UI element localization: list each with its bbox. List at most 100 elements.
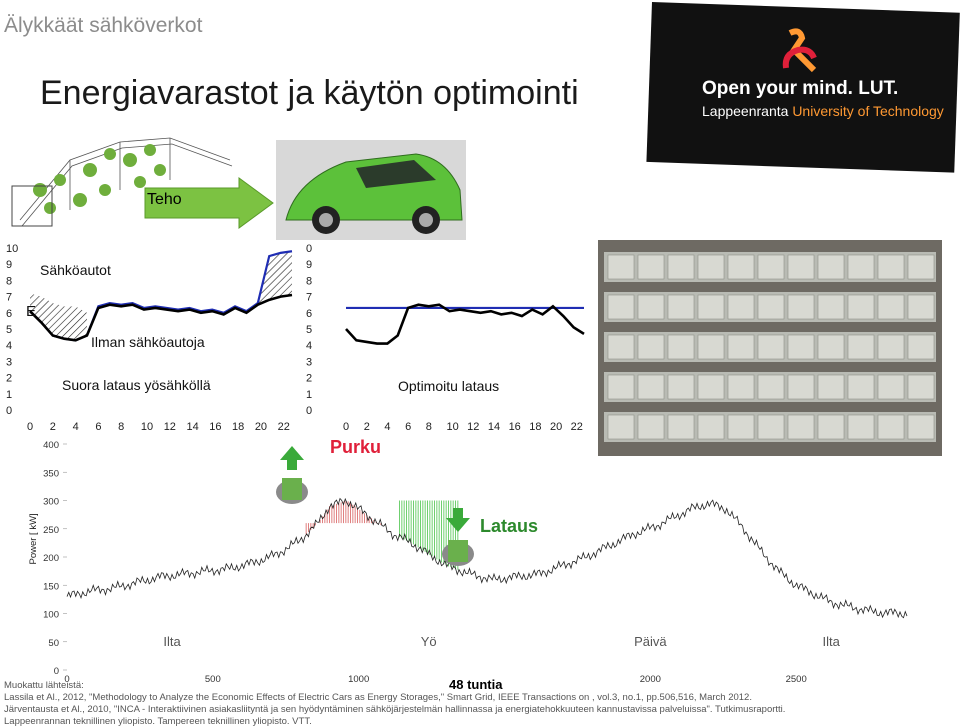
power-grid-illustration [11,137,233,227]
battery-cell [787,414,815,440]
y-tick-label: 0 [306,243,312,255]
battery-cell [817,294,845,320]
y-tick-label: 3 [6,356,12,368]
battery-cell [757,334,785,360]
x-tick-label: 6 [95,421,101,433]
x-tick-label: 8 [426,421,432,433]
battery-cell [607,294,635,320]
y-tick-label: 2 [6,373,12,385]
y-axis-label: Power [ kW] [28,513,39,564]
battery-cell [667,254,695,280]
battery-cell [787,294,815,320]
battery-cell [727,374,755,400]
x-tick-label: 12 [164,421,176,433]
battery-cell [787,374,815,400]
y-tick-label: 10 [6,243,18,255]
battery-discharge-icon [276,446,308,504]
period-label: Ilta [163,634,181,649]
y-tick-label: 0 [54,666,59,677]
y-tick-label: 50 [48,638,59,649]
x-tick-label: 2000 [640,674,661,684]
battery-cell [637,254,665,280]
x-tick-label: 10 [141,421,153,433]
battery-cell [637,294,665,320]
battery-cell [757,254,785,280]
battery-cell [667,414,695,440]
x-tick-label: 6 [405,421,411,433]
battery-cell [607,254,635,280]
x-tick-label: 1000 [348,674,369,684]
y-tick-label: 7 [6,292,12,304]
battery-cell [847,374,875,400]
battery-cell [727,334,755,360]
battery-charge-icon [442,508,474,566]
load-series-line [66,497,908,619]
label-ilman-sahkoautoja: Ilman sähköautoja [91,334,205,350]
x-tick-label: 22 [278,421,290,433]
battery-cell [757,414,785,440]
battery-cell [637,414,665,440]
series-line-black [345,303,585,345]
battery-cell [847,254,875,280]
y-tick-label: 6 [6,308,12,320]
x-tick-label: 20 [550,421,562,433]
x-tick-label: 16 [209,421,221,433]
x-tick-label: 8 [118,421,124,433]
battery-cell [697,334,725,360]
battery-cell [877,414,905,440]
y-tick-label: 9 [6,259,12,271]
teho-label: Teho [147,191,182,208]
battery-cell [697,414,725,440]
battery-cell [907,374,935,400]
y-tick-label: 1 [306,389,312,401]
battery-cell [787,334,815,360]
battery-cell [757,294,785,320]
y-tick-label: 9 [306,259,312,271]
references: Muokattu lähteistä: Lassila et Al., 2012… [4,680,956,728]
teho-arrow [144,177,274,229]
x-tick-label: 18 [529,421,541,433]
battery-cell [727,294,755,320]
label-purku: Purku [330,437,382,457]
y-tick-label: 7 [306,292,312,304]
y-tick-label: 1 [6,389,12,401]
x-tick-label: 14 [186,421,198,433]
battery-cell [907,334,935,360]
y-tick-label: 5 [6,324,12,336]
logo-university: Lappeenranta University of Technology [702,103,944,119]
battery-cell [697,294,725,320]
battery-cell [637,374,665,400]
battery-cell [877,374,905,400]
battery-cell [607,414,635,440]
evening-charging-area [246,251,292,313]
battery-cell [607,334,635,360]
x-tick-label: 18 [232,421,244,433]
x-tick-label: 0 [27,421,33,433]
course-title: Älykkäät sähköverkot [4,14,203,37]
y-tick-label: 0 [6,405,12,417]
y-tick-label: 400 [43,440,59,451]
y-tick-label: 5 [306,324,312,336]
battery-cell [847,414,875,440]
battery-cell [907,414,935,440]
battery-cell [757,374,785,400]
y-tick-label: 100 [43,610,59,621]
battery-cell [877,254,905,280]
battery-cell [667,334,695,360]
references-heading: Muokattu lähteistä: [4,680,84,691]
battery-cell [907,254,935,280]
y-tick-label: 300 [43,497,59,508]
battery-cell [817,414,845,440]
battery-cell [817,254,845,280]
electric-car-image [276,140,466,240]
battery-cell [817,374,845,400]
x-tick-label: 16 [509,421,521,433]
x-axis-label: 48 tuntia [449,677,503,692]
label-sahkoautot: Sähköautot [40,262,111,278]
lut-logo-icon [782,28,817,73]
battery-cell [727,414,755,440]
x-tick-label: 20 [255,421,267,433]
slide-title: Energiavarastot ja käytön optimointi [40,74,579,112]
